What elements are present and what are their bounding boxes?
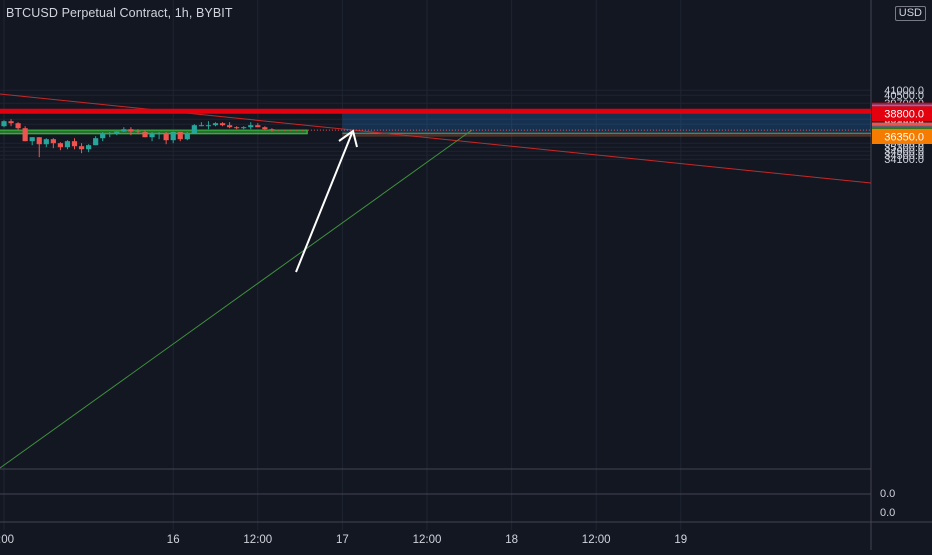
time-tick-label: 12:00 — [243, 534, 272, 546]
candle-body — [71, 141, 78, 147]
candle-body — [248, 125, 254, 128]
candle-body — [234, 127, 240, 129]
time-tick-label: :00 — [0, 534, 14, 546]
price-axis: 41000.040500.039700.038100.037600.035700… — [880, 85, 924, 519]
candle-body — [8, 121, 14, 124]
price-tick-label: 34100.0 — [884, 154, 924, 166]
candle-body — [78, 146, 85, 150]
candle-body — [255, 125, 261, 128]
price-label-text: 36350.0 — [884, 132, 924, 144]
ascending-trendline[interactable] — [0, 129, 473, 469]
candle-body — [163, 133, 169, 141]
price-labels: 39000.038800.038800.037004.022:3736700.0… — [872, 102, 932, 144]
indicator-tick-label: 0.0 — [880, 488, 895, 500]
projection-arrow[interactable] — [295, 132, 353, 273]
candle-body — [191, 125, 197, 134]
candle-body — [36, 137, 42, 145]
candle-body — [93, 138, 99, 146]
candle-body — [184, 133, 190, 140]
candle-body — [135, 131, 141, 133]
time-tick-label: 18 — [505, 534, 518, 546]
candle-body — [15, 123, 21, 129]
descending-trendline[interactable] — [0, 93, 872, 184]
price-label-tag — [872, 106, 932, 122]
candle-body — [170, 132, 176, 141]
currency-label[interactable]: USD — [894, 6, 926, 21]
axis-corner[interactable] — [872, 523, 932, 550]
candle-body — [29, 137, 35, 142]
drawing-lines — [0, 93, 872, 469]
price-tick-label: 40500.0 — [884, 90, 924, 102]
candle-body — [1, 121, 7, 127]
price-tick-label: 41000.0 — [884, 85, 924, 97]
price-label-text: 38800.0 — [884, 109, 924, 121]
long-position-target-zone[interactable] — [342, 112, 871, 134]
candle-body — [227, 125, 233, 128]
price-tick-label: 34500.0 — [884, 150, 924, 162]
drawing-overlay — [0, 108, 871, 273]
candle-body — [177, 132, 183, 140]
candle-body — [142, 132, 148, 138]
candle-body — [205, 125, 212, 127]
candle-body — [22, 128, 28, 142]
time-tick-label: 17 — [336, 534, 349, 546]
candle-body — [107, 133, 113, 135]
candle-body — [156, 133, 162, 135]
time-tick-label: 16 — [167, 534, 180, 546]
candle-body — [86, 145, 92, 150]
time-tick-label: 19 — [674, 534, 687, 546]
time-tick-label: 12:00 — [582, 534, 611, 546]
long-position-stop-zone[interactable] — [342, 133, 871, 137]
projection-arrow-head — [338, 129, 358, 148]
time-axis: :00 16 12:00 17 12:00 18 12:00 19 — [0, 523, 932, 550]
candle-body — [43, 139, 49, 145]
candle-body — [241, 127, 247, 129]
price-tick-label: 34900.0 — [884, 146, 924, 158]
time-tick-label: 12:00 — [413, 534, 442, 546]
indicator-tick-label: 0.0 — [880, 507, 895, 519]
candle-body — [212, 123, 219, 126]
candle-body — [114, 131, 120, 134]
candle-body — [262, 127, 268, 130]
price-label-tag — [872, 129, 932, 144]
candle-body — [198, 125, 204, 127]
candle-body — [121, 129, 127, 132]
candle-body — [57, 143, 63, 148]
candle-body — [219, 123, 226, 126]
candle-body — [149, 133, 155, 138]
candle-body — [64, 141, 71, 148]
candle-body — [100, 133, 106, 139]
candle-body — [128, 129, 134, 132]
chart-title: BTCUSD Perpetual Contract, 1h, BYBIT — [6, 6, 233, 20]
price-tick-label: 35300.0 — [884, 142, 924, 154]
candles — [1, 119, 275, 158]
candle-body — [50, 139, 56, 144]
